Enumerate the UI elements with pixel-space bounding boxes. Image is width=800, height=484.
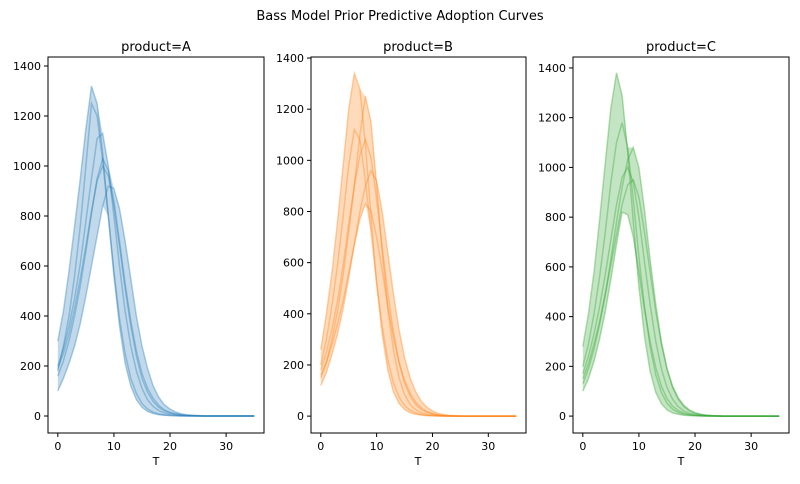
panel-title: product=C	[646, 40, 716, 55]
x-axis-label: T	[152, 455, 160, 468]
x-axis-label: T	[414, 455, 422, 468]
series-line-4	[57, 156, 255, 417]
credible-band	[320, 73, 517, 417]
series-line-4	[320, 137, 517, 417]
series-line-2	[57, 100, 255, 417]
series-line-1	[320, 70, 517, 417]
y-tick-label: 1400	[13, 60, 41, 73]
y-tick-label: 800	[545, 211, 566, 224]
y-tick-label: 200	[20, 360, 41, 373]
y-tick-label: 1000	[13, 160, 41, 173]
y-tick-label: 1400	[538, 62, 566, 75]
x-tick-label: 30	[481, 440, 495, 453]
x-tick-label: 10	[370, 440, 384, 453]
y-tick-label: 400	[545, 311, 566, 324]
panel-product-c: product=C T 0 200 400 600 800 1000 1200 1400 0 10…	[538, 40, 790, 468]
y-tick-label: 0	[34, 410, 41, 423]
y-tick-label: 0	[559, 410, 566, 423]
y-tick-label: 1200	[276, 103, 304, 116]
y-tick-label: 800	[20, 210, 41, 223]
y-tick-label: 0	[297, 410, 304, 423]
plot-area	[320, 70, 517, 417]
series-line-2	[582, 122, 780, 417]
series-line-6	[582, 211, 780, 417]
x-tick-label: 10	[107, 440, 121, 453]
series-line-1	[582, 72, 780, 417]
series-line-5	[57, 184, 255, 417]
series-line-2	[320, 96, 517, 417]
series-line-1	[57, 85, 255, 417]
series-line-5	[320, 168, 517, 417]
x-tick-label: 10	[632, 440, 646, 453]
y-tick-label: 800	[283, 205, 304, 218]
x-axis-label: T	[677, 455, 685, 468]
axes-frame	[47, 56, 265, 434]
credible-band	[582, 72, 780, 417]
x-tick-label: 30	[219, 440, 233, 453]
x-tick-label: 0	[317, 440, 324, 453]
x-tick-label: 30	[744, 440, 758, 453]
axes-frame	[310, 56, 527, 434]
x-tick-label: 0	[54, 440, 61, 453]
series-line-5	[582, 178, 780, 417]
x-tick-label: 20	[688, 440, 702, 453]
axes-frame	[572, 56, 790, 434]
y-tick-label: 1000	[276, 154, 304, 167]
y-tick-label: 400	[283, 308, 304, 321]
panel-product-b: product=B T 0 200 400 600 800 1000 1200 1400 0 10…	[276, 40, 527, 468]
series-line-6	[320, 202, 517, 417]
plot-area	[57, 85, 255, 417]
y-tick-label: 1000	[538, 161, 566, 174]
y-tick-label: 1200	[13, 110, 41, 123]
panel-title: product=A	[121, 40, 191, 55]
x-tick-label: 0	[579, 440, 586, 453]
series-line-3	[320, 127, 517, 417]
plot-area	[582, 72, 780, 417]
y-tick-label: 600	[20, 260, 41, 273]
series-line-3	[57, 132, 255, 417]
series-line-3	[582, 145, 780, 417]
series-line-4	[582, 165, 780, 417]
y-tick-label: 200	[545, 360, 566, 373]
panel-product-a: product=A T 0 200 400 600 800 1000 1200 1400 0 10…	[13, 40, 265, 468]
y-tick-label: 1200	[538, 112, 566, 125]
y-tick-label: 200	[283, 359, 304, 372]
x-tick-label: 20	[425, 440, 439, 453]
y-tick-label: 600	[283, 257, 304, 270]
credible-band	[57, 86, 255, 416]
y-tick-label: 400	[20, 310, 41, 323]
y-tick-label: 1400	[276, 52, 304, 65]
panel-title: product=B	[383, 40, 453, 55]
series-line-6	[57, 164, 255, 417]
x-tick-label: 20	[163, 440, 177, 453]
figure-title: Bass Model Prior Predictive Adoption Cur…	[256, 9, 543, 24]
y-tick-label: 600	[545, 261, 566, 274]
